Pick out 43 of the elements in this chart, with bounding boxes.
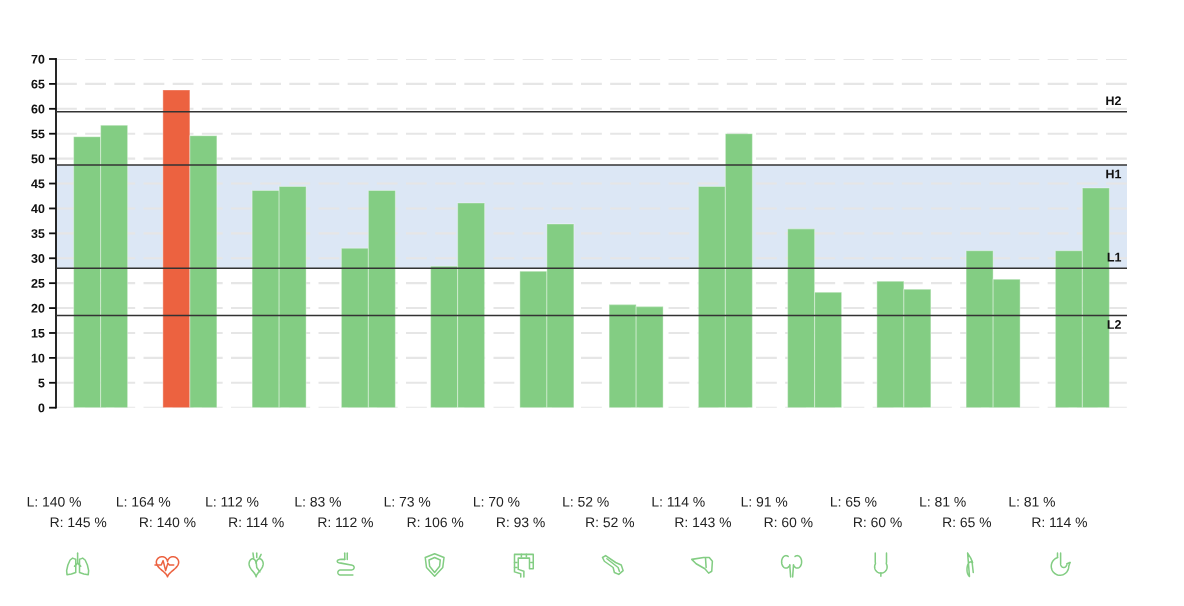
text: L: 164 % <box>117 496 171 507</box>
text: R: 114 % <box>229 517 284 528</box>
y-tick-label: 35 <box>31 229 45 239</box>
text: L: 65 % <box>831 496 877 507</box>
text: L: 70 % <box>474 496 520 507</box>
text: L: 114 % <box>652 496 705 507</box>
text: R: 114 % <box>1032 517 1087 528</box>
text: L: 83 % <box>295 496 341 507</box>
y-tick-label: 10 <box>31 353 45 363</box>
y-tick-label: 65 <box>31 79 45 89</box>
y-tick-label: 20 <box>31 303 45 313</box>
text: R: 60 % <box>854 517 902 528</box>
ref-line-label: L1 <box>1107 252 1122 262</box>
ref-line-label: L2 <box>1107 320 1121 329</box>
text: L: 81 % <box>1009 496 1055 507</box>
text: L: 81 % <box>920 496 966 507</box>
y-tick-label: 5 <box>38 378 45 388</box>
text: R: 60 % <box>764 517 813 528</box>
text: R: 93 % <box>497 517 545 528</box>
text: R: 52 % <box>586 517 635 528</box>
text: R: 112 % <box>318 517 373 528</box>
y-tick-label: 30 <box>31 254 45 263</box>
y-tick-label: 40 <box>31 204 45 214</box>
ref-line-label: H2 <box>1106 96 1121 106</box>
y-tick-label: 60 <box>31 104 45 114</box>
ref-line-label: H1 <box>1106 169 1122 179</box>
y-tick-label: 0 <box>38 403 45 413</box>
text: R: 65 % <box>943 517 992 528</box>
text: R: 140 % <box>140 517 196 528</box>
text: L: 112 % <box>206 496 259 507</box>
text: L: 73 % <box>384 496 431 507</box>
text: L: 140 % <box>27 496 81 507</box>
y-tick-label: 15 <box>31 328 45 338</box>
text: R: 145 % <box>50 517 107 528</box>
y-tick-label: 55 <box>31 129 45 139</box>
text: R: 143 % <box>675 517 732 528</box>
text: L: 91 % <box>741 496 788 507</box>
text: R: 106 % <box>407 517 464 528</box>
y-tick-label: 50 <box>31 154 45 164</box>
y-tick-label: 45 <box>31 179 45 189</box>
y-tick-label: 25 <box>31 278 45 288</box>
y-tick-label: 70 <box>31 54 45 64</box>
text: L: 52 % <box>563 496 609 507</box>
